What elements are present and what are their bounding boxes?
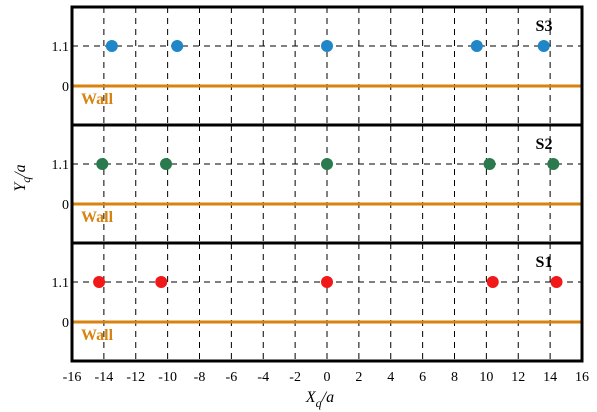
x-tick-label: -2 <box>289 370 301 385</box>
data-point <box>160 158 173 170</box>
panels: Wall 1.1 0 S3 Wall 1.1 0 S2 Wall 1.1 0 S1 <box>52 5 584 363</box>
panel-s1: Wall 1.1 0 S1 <box>52 241 584 363</box>
x-tick-label: 14 <box>543 370 557 385</box>
y-tick-label: 1.1 <box>52 158 70 173</box>
x-tick-labels: -16 -14 -12 -10 -8 -6 -4 -2 0 2 4 6 8 10 12 14 16 <box>63 370 589 385</box>
panel-label: S1 <box>536 254 553 271</box>
panel-s3: Wall 1.1 0 S3 <box>52 5 584 127</box>
x-axis-title: Xq/a <box>305 389 334 410</box>
y-tick-label: 1.1 <box>52 40 70 55</box>
y-axis-title-main: Y <box>12 181 29 192</box>
x-tick-label: 8 <box>451 370 458 385</box>
y-axis-title-rest: /a <box>12 164 29 177</box>
y-axis-title-sub: q <box>19 177 33 183</box>
data-point <box>483 158 496 170</box>
data-point <box>93 276 106 288</box>
x-tick-label: -8 <box>194 370 206 385</box>
data-point <box>486 276 499 288</box>
wall-label: Wall <box>81 327 114 344</box>
wall-label: Wall <box>81 209 114 226</box>
x-tick-label: 6 <box>419 370 426 385</box>
x-tick-label: -14 <box>95 370 114 385</box>
x-tick-label: 10 <box>479 370 493 385</box>
data-point <box>547 158 560 170</box>
data-point <box>550 276 563 288</box>
x-tick-label: -16 <box>63 370 82 385</box>
panel-label: S2 <box>536 136 553 153</box>
y-tick-label: 0 <box>62 316 69 331</box>
x-tick-label: -4 <box>257 370 269 385</box>
panel-frame <box>70 241 584 363</box>
x-tick-label: -10 <box>158 370 177 385</box>
x-axis-title-main: X <box>305 389 317 406</box>
x-tick-label: 4 <box>387 370 394 385</box>
x-tick-label: 12 <box>511 370 525 385</box>
x-tick-label: 2 <box>355 370 362 385</box>
data-point <box>470 40 483 52</box>
data-point <box>321 158 333 170</box>
x-tick-label: -12 <box>126 370 145 385</box>
x-axis-title-sub: q <box>316 396 322 410</box>
x-tick-label: -6 <box>226 370 238 385</box>
y-axis-title: Yq/a <box>12 164 33 191</box>
x-axis-title-rest: /a <box>321 389 334 406</box>
y-tick-label: 1.1 <box>52 276 70 291</box>
data-point <box>321 40 333 52</box>
data-point <box>537 40 550 52</box>
y-tick-label: 0 <box>62 198 69 213</box>
data-point <box>321 276 333 288</box>
data-point <box>155 276 168 288</box>
data-point <box>105 40 118 52</box>
panel-label: S3 <box>536 18 553 35</box>
data-point <box>171 40 184 52</box>
x-tick-label: 0 <box>324 370 331 385</box>
data-point <box>96 158 109 170</box>
wall-label: Wall <box>81 91 114 108</box>
y-tick-label: 0 <box>62 80 69 95</box>
x-tick-label: 16 <box>575 370 589 385</box>
panel-s2: Wall 1.1 0 S2 <box>52 123 584 245</box>
